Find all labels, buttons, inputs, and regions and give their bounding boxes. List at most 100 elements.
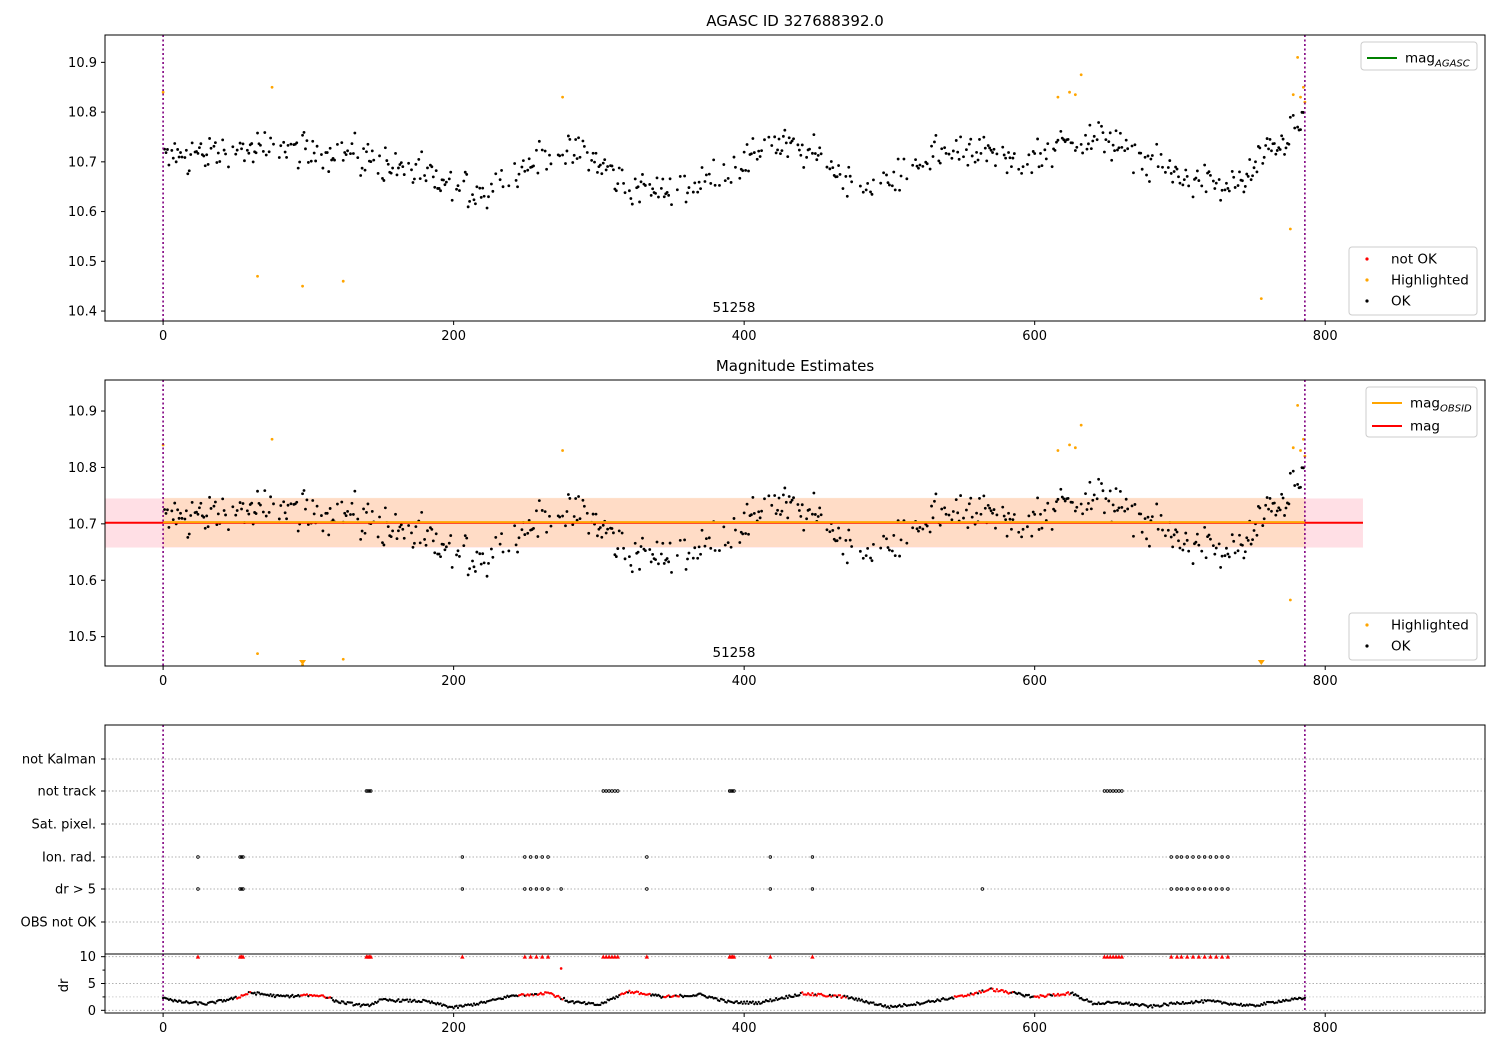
ok-point [187, 169, 191, 173]
ok-point [790, 139, 794, 143]
dr-point [1071, 991, 1074, 994]
ok-point [1214, 181, 1218, 185]
ok-point [596, 170, 599, 174]
ok-point [866, 182, 870, 185]
dr-point [376, 1000, 380, 1003]
dr-point [455, 1004, 458, 1007]
ok-point [1124, 497, 1128, 501]
ok-point [784, 500, 788, 504]
ok-point [1111, 503, 1115, 507]
ok-point [163, 508, 166, 511]
ok-point [336, 142, 339, 146]
ok-point [498, 178, 502, 182]
flag-marker [540, 855, 544, 859]
ok-point [639, 180, 643, 184]
ok-point [1200, 184, 1204, 188]
ok-point [612, 531, 615, 535]
ok-point [641, 536, 644, 540]
ok-point [982, 494, 986, 498]
legend-point-swatch [1365, 644, 1369, 648]
ok-point [612, 168, 615, 172]
ok-point [796, 143, 800, 147]
ok-point [431, 175, 435, 179]
ok-point [1139, 512, 1143, 516]
flag-marker [369, 789, 373, 793]
highlighted-point [561, 95, 564, 99]
dr-point [809, 994, 813, 997]
ok-point [381, 176, 384, 180]
ok-point [796, 503, 800, 506]
ok-point [356, 517, 360, 521]
dr-point [1066, 991, 1070, 994]
ok-point [527, 157, 531, 161]
flag-triangle-marker [606, 954, 612, 959]
ok-point [1245, 172, 1249, 176]
flag-triangle-marker [1119, 954, 1125, 959]
legend-point-label: Highlighted [1391, 273, 1469, 289]
flag-marker [534, 887, 539, 891]
ok-point [787, 136, 791, 140]
dr-point [854, 997, 858, 1000]
ok-point [1095, 497, 1099, 501]
ok-point [888, 183, 891, 187]
dr-point [1239, 1002, 1243, 1005]
dr-point [898, 1003, 901, 1007]
ok-point [1043, 508, 1047, 512]
ok-point [591, 512, 595, 516]
ok-point [665, 557, 669, 560]
ok-point [848, 174, 852, 178]
ok-point [1251, 538, 1254, 542]
ok-point [1036, 496, 1039, 500]
ok-point [1046, 142, 1050, 146]
dr-point [179, 999, 182, 1003]
ok-point [277, 156, 281, 159]
ok-point [866, 546, 870, 550]
ok-point [376, 535, 380, 539]
ok-point [917, 166, 920, 170]
ok-point [1073, 509, 1077, 513]
dr-point [436, 1001, 439, 1004]
dr-point [1149, 1004, 1153, 1007]
ok-point [203, 526, 207, 530]
ok-point [850, 180, 854, 184]
ok-point [472, 198, 476, 202]
dr-point [220, 998, 223, 1002]
ok-point [1174, 528, 1177, 532]
y-tick-label: 10.6 [68, 574, 97, 589]
ok-point [805, 517, 809, 521]
dr-point [715, 997, 718, 1000]
ok-point [1291, 469, 1295, 473]
ok-point [585, 151, 589, 154]
ok-point [184, 148, 188, 152]
ok-point [523, 169, 527, 173]
dr-point [1276, 1001, 1279, 1004]
ok-point [991, 511, 994, 515]
ok-point [1280, 492, 1284, 496]
ok-point [434, 532, 438, 536]
y-tick-label: 10.6 [68, 205, 97, 220]
dr-point [785, 994, 788, 998]
flag-marker [732, 789, 736, 793]
ok-point [466, 205, 470, 209]
ok-point [905, 177, 909, 181]
ok-point [1123, 149, 1127, 153]
ok-point [578, 517, 582, 521]
dr-point [856, 999, 859, 1002]
ok-point [1268, 496, 1272, 500]
ok-point [264, 153, 268, 157]
ok-point [1187, 184, 1191, 188]
ok-point [606, 165, 610, 168]
dr-point [358, 1002, 361, 1006]
ok-point [370, 509, 374, 513]
ok-point [1284, 146, 1288, 150]
ok-point [566, 493, 570, 496]
ok-point [1211, 179, 1215, 183]
ok-point [536, 535, 540, 538]
flag-triangle-marker [1185, 954, 1190, 959]
dr-point [342, 1000, 345, 1003]
dr-point [815, 994, 818, 997]
flag-marker [196, 855, 200, 859]
flag-marker [546, 887, 550, 891]
dr-point [979, 991, 983, 994]
ok-point [1011, 518, 1015, 521]
